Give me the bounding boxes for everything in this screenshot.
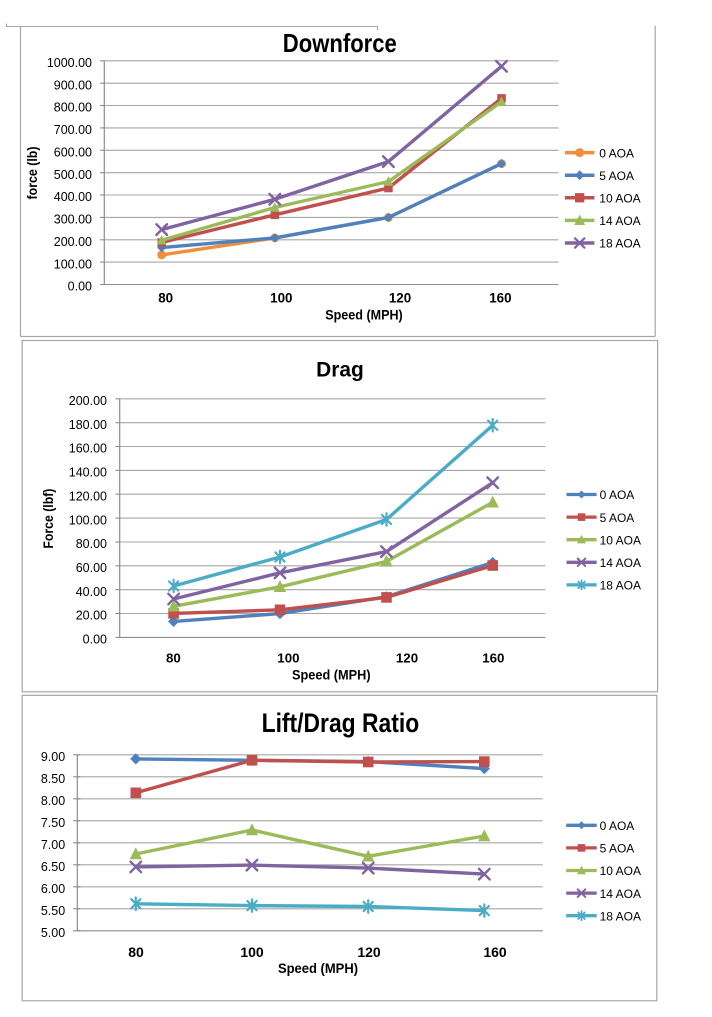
svg-text:200.00: 200.00 <box>69 394 107 408</box>
svg-text:80: 80 <box>128 944 144 960</box>
svg-text:18 AOA: 18 AOA <box>600 909 641 923</box>
svg-text:6.50: 6.50 <box>41 860 65 874</box>
svg-text:60.00: 60.00 <box>76 561 107 575</box>
svg-text:force (lb): force (lb) <box>25 147 40 200</box>
svg-text:18 AOA: 18 AOA <box>600 579 641 593</box>
svg-text:100: 100 <box>270 291 292 306</box>
svg-text:14 AOA: 14 AOA <box>600 556 641 570</box>
svg-text:0 AOA: 0 AOA <box>600 819 635 833</box>
svg-text:5.00: 5.00 <box>41 926 65 940</box>
svg-text:140.00: 140.00 <box>69 466 107 480</box>
svg-text:9.00: 9.00 <box>41 750 65 764</box>
svg-text:400.00: 400.00 <box>54 190 92 204</box>
svg-text:80: 80 <box>158 291 173 306</box>
svg-text:160: 160 <box>483 944 507 960</box>
svg-text:8.50: 8.50 <box>41 772 65 786</box>
svg-text:100.00: 100.00 <box>54 257 92 271</box>
svg-text:80: 80 <box>166 651 181 666</box>
svg-text:10 AOA: 10 AOA <box>600 533 641 547</box>
svg-text:20.00: 20.00 <box>76 609 107 623</box>
svg-text:160.00: 160.00 <box>69 442 107 456</box>
svg-text:40.00: 40.00 <box>76 585 107 599</box>
svg-text:100: 100 <box>240 944 264 960</box>
svg-text:80.00: 80.00 <box>76 537 107 551</box>
svg-text:0.00: 0.00 <box>68 280 92 294</box>
svg-text:120: 120 <box>396 651 418 666</box>
svg-text:5 AOA: 5 AOA <box>600 511 635 525</box>
svg-text:Drag: Drag <box>316 358 364 382</box>
svg-text:1000.00: 1000.00 <box>47 56 92 70</box>
svg-text:700.00: 700.00 <box>54 123 92 137</box>
svg-text:160: 160 <box>482 651 504 666</box>
svg-text:5 AOA: 5 AOA <box>599 169 634 183</box>
svg-text:120: 120 <box>357 944 381 960</box>
svg-text:14 AOA: 14 AOA <box>600 887 641 901</box>
svg-text:160: 160 <box>489 291 511 306</box>
svg-text:0 AOA: 0 AOA <box>600 488 635 502</box>
svg-text:900.00: 900.00 <box>54 78 92 92</box>
svg-text:0.00: 0.00 <box>83 633 107 647</box>
svg-text:0 AOA: 0 AOA <box>599 146 634 160</box>
svg-text:8.00: 8.00 <box>41 794 65 808</box>
svg-text:5.50: 5.50 <box>41 904 65 918</box>
svg-text:Speed (MPH): Speed (MPH) <box>278 961 358 976</box>
svg-text:200.00: 200.00 <box>54 235 92 249</box>
svg-text:7.50: 7.50 <box>41 816 65 830</box>
svg-text:10 AOA: 10 AOA <box>599 192 640 206</box>
svg-text:6.00: 6.00 <box>41 882 65 896</box>
svg-text:14 AOA: 14 AOA <box>599 214 640 228</box>
svg-text:18 AOA: 18 AOA <box>599 237 640 251</box>
svg-text:500.00: 500.00 <box>54 168 92 182</box>
svg-text:100.00: 100.00 <box>69 513 107 527</box>
svg-text:600.00: 600.00 <box>54 146 92 160</box>
svg-text:800.00: 800.00 <box>54 101 92 115</box>
svg-text:Downforce: Downforce <box>283 28 397 58</box>
svg-text:10 AOA: 10 AOA <box>600 864 641 878</box>
svg-text:Speed (MPH): Speed (MPH) <box>292 667 371 683</box>
svg-text:5 AOA: 5 AOA <box>600 842 635 856</box>
svg-text:120: 120 <box>389 291 411 306</box>
svg-text:Speed (MPH): Speed (MPH) <box>325 307 403 323</box>
svg-text:7.00: 7.00 <box>41 838 65 852</box>
svg-text:300.00: 300.00 <box>54 213 92 227</box>
svg-text:100: 100 <box>277 651 299 666</box>
svg-text:180.00: 180.00 <box>69 418 107 432</box>
svg-text:Lift/Drag Ratio: Lift/Drag Ratio <box>262 708 420 738</box>
svg-text:Force (lbf): Force (lbf) <box>41 489 56 549</box>
svg-text:120.00: 120.00 <box>69 489 107 503</box>
